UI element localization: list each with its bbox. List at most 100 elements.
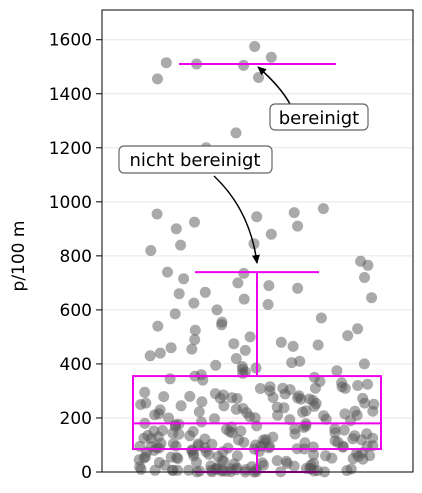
data-point	[264, 381, 276, 393]
data-point	[339, 382, 351, 394]
y-tick-label: 0	[81, 463, 92, 483]
data-point	[292, 392, 304, 404]
data-point	[342, 330, 354, 342]
data-point	[326, 452, 338, 464]
data-point	[178, 273, 190, 285]
annotation-arrow	[257, 66, 291, 105]
data-point	[199, 286, 211, 298]
data-point	[337, 440, 349, 452]
data-point	[197, 374, 209, 386]
data-point	[352, 380, 364, 391]
data-point	[278, 402, 290, 414]
data-point	[262, 299, 274, 310]
data-point	[183, 464, 195, 476]
data-point	[144, 350, 156, 362]
data-point	[352, 323, 364, 335]
data-point	[235, 425, 247, 437]
annotation-label: nicht bereinigt	[130, 150, 261, 171]
data-point	[231, 393, 243, 404]
annotation-box	[118, 145, 273, 174]
y-tick-label: 1400	[49, 85, 92, 105]
data-point	[238, 59, 250, 71]
data-point	[163, 412, 174, 424]
data-point	[309, 382, 321, 394]
data-point	[164, 373, 176, 385]
data-point	[253, 72, 264, 83]
data-point	[230, 127, 242, 139]
data-point	[281, 458, 293, 469]
y-tick-label: 800	[60, 247, 92, 267]
data-point	[165, 342, 177, 354]
data-point	[358, 358, 370, 370]
data-point	[238, 293, 250, 305]
data-point	[356, 434, 368, 446]
data-point	[189, 324, 201, 336]
data-point	[169, 308, 181, 320]
data-point	[157, 425, 168, 436]
data-point	[292, 220, 304, 232]
data-point	[209, 413, 220, 425]
data-point	[263, 280, 275, 292]
data-point	[362, 259, 374, 271]
data-point	[189, 334, 201, 346]
data-point	[134, 461, 146, 473]
data-point	[149, 464, 161, 476]
data-point	[195, 416, 207, 428]
data-point	[186, 343, 198, 355]
data-point	[239, 344, 251, 356]
data-point	[310, 398, 322, 409]
data-point	[249, 412, 261, 424]
data-point	[297, 406, 309, 418]
data-point	[357, 453, 369, 465]
data-point	[152, 320, 164, 332]
data-point	[189, 216, 200, 228]
data-point	[315, 312, 327, 324]
data-point	[155, 437, 167, 449]
data-point	[173, 288, 185, 300]
data-point	[338, 424, 350, 436]
data-point	[212, 451, 224, 463]
data-point	[305, 459, 317, 471]
data-point	[230, 403, 242, 415]
data-point	[244, 331, 256, 343]
data-point	[221, 423, 232, 435]
data-point	[170, 223, 182, 235]
data-point	[238, 267, 250, 279]
annotation-arrow	[213, 175, 260, 264]
data-point	[231, 450, 243, 462]
y-tick-label: 200	[60, 409, 92, 429]
data-point	[210, 463, 222, 475]
data-point	[345, 463, 357, 475]
data-point	[196, 396, 208, 408]
data-point	[368, 398, 380, 410]
data-point	[289, 428, 301, 440]
data-point	[265, 51, 277, 63]
y-tick-label: 400	[60, 355, 92, 375]
data-point	[158, 391, 170, 403]
data-point	[167, 427, 179, 439]
data-point	[292, 282, 304, 294]
data-point	[184, 430, 196, 442]
annotation-label: bereinigt	[279, 108, 359, 129]
data-point	[206, 438, 218, 450]
data-point	[366, 292, 378, 304]
y-tick-label: 1200	[49, 139, 92, 159]
data-point	[148, 425, 160, 437]
data-point	[200, 446, 212, 458]
annotation-box	[269, 103, 369, 131]
data-point	[237, 367, 249, 379]
data-point	[188, 297, 200, 309]
y-tick-label: 600	[60, 301, 92, 321]
data-point	[151, 208, 163, 220]
data-point	[167, 464, 179, 476]
data-point	[272, 409, 284, 421]
data-point	[139, 386, 151, 398]
data-point	[254, 383, 266, 394]
data-point	[160, 57, 172, 69]
data-point	[134, 440, 146, 452]
data-point	[263, 442, 275, 454]
data-point	[329, 423, 341, 435]
data-point	[271, 455, 283, 467]
axes: 0 200 400 600 800 1000 1200 1400 1600	[49, 9, 414, 483]
